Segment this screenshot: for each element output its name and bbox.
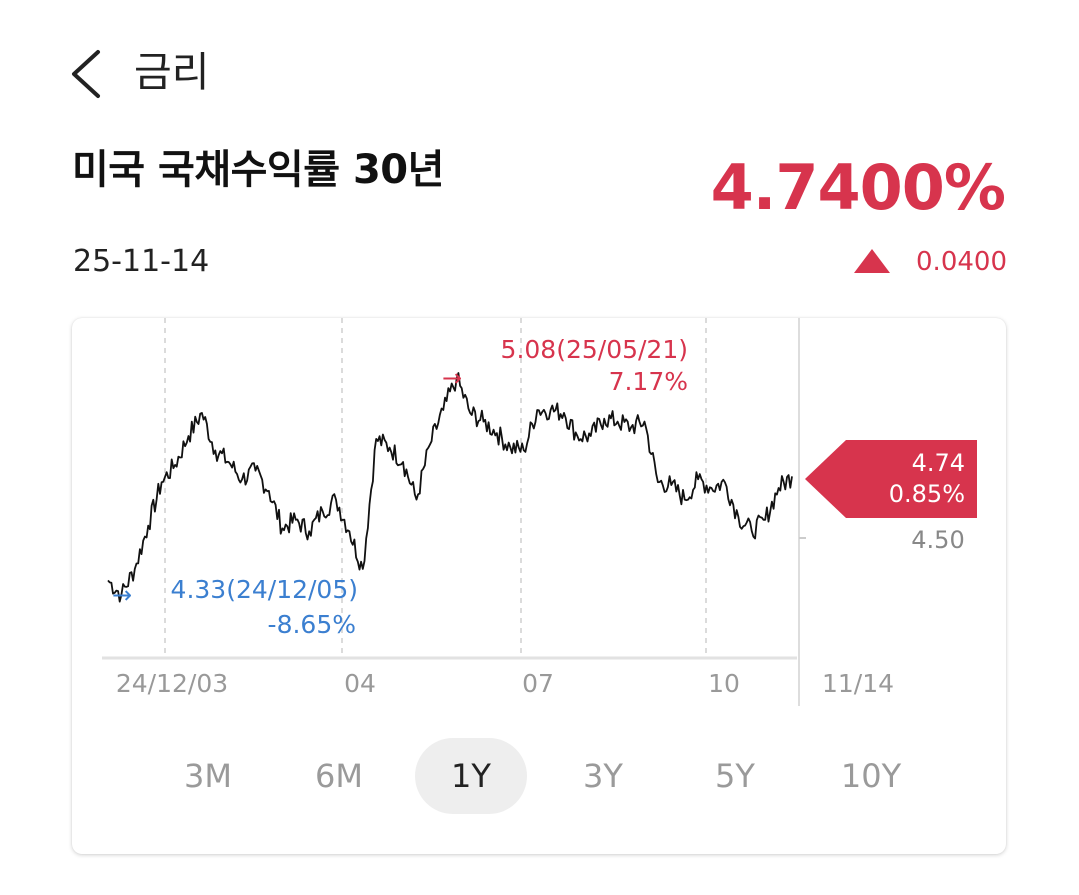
high-pct-label: 7.17%: [609, 367, 688, 396]
x-tick-labels: 24/12/03 04 07 10 11/14: [116, 669, 894, 698]
low-pct-label: -8.65%: [268, 610, 356, 639]
header-title: 금리: [134, 48, 210, 96]
back-button[interactable]: [62, 44, 110, 104]
period-3m[interactable]: 3M: [184, 757, 232, 795]
x-tick-label: 24/12/03: [116, 669, 228, 698]
period-3y[interactable]: 3Y: [583, 757, 623, 795]
series-line: [107, 372, 793, 603]
quote-date: 25-11-14: [73, 244, 210, 279]
line-chart[interactable]: 24/12/03 04 07 10 11/14 4.50 → 5.08(25/05/21…: [72, 318, 1006, 738]
period-10y[interactable]: 10Y: [840, 757, 902, 795]
chevron-left-icon: [72, 50, 100, 98]
current-value-flag-shape: [805, 440, 977, 518]
period-5y[interactable]: 5Y: [715, 757, 755, 795]
x-tick-label: 11/14: [822, 669, 894, 698]
x-tick-label: 04: [344, 669, 376, 698]
period-selector: 3M 6M 1Y 3Y 5Y 10Y: [72, 738, 1006, 814]
change-value: 0.0400: [916, 247, 1007, 277]
current-value-flag: 4.74 0.85%: [805, 440, 977, 518]
high-annotation: → 5.08(25/05/21) 7.17%: [442, 335, 688, 396]
up-triangle-icon: [854, 249, 891, 273]
period-1y[interactable]: 1Y: [415, 738, 527, 814]
period-6m[interactable]: 6M: [315, 757, 363, 795]
price-change: 0.0400: [854, 242, 1007, 282]
x-tick-label: 07: [522, 669, 554, 698]
current-pct-label: 0.85%: [889, 480, 965, 508]
chart-card: 24/12/03 04 07 10 11/14 4.50 → 5.08(25/05/21…: [72, 318, 1006, 854]
current-price: 4.7400%: [710, 151, 1006, 224]
x-tick-label: 10: [708, 669, 740, 698]
instrument-name: 미국 국채수익률 30년: [72, 147, 444, 193]
low-value-label: 4.33(24/12/05): [171, 575, 358, 604]
y-tick-label: 4.50: [911, 526, 964, 554]
low-arrow-icon: →: [112, 581, 132, 609]
low-annotation: → 4.33(24/12/05) -8.65%: [112, 575, 358, 639]
app-header: 금리: [0, 0, 1079, 140]
current-value-label: 4.74: [912, 449, 965, 477]
high-arrow-icon: →: [442, 364, 462, 392]
high-value-label: 5.08(25/05/21): [501, 335, 688, 364]
